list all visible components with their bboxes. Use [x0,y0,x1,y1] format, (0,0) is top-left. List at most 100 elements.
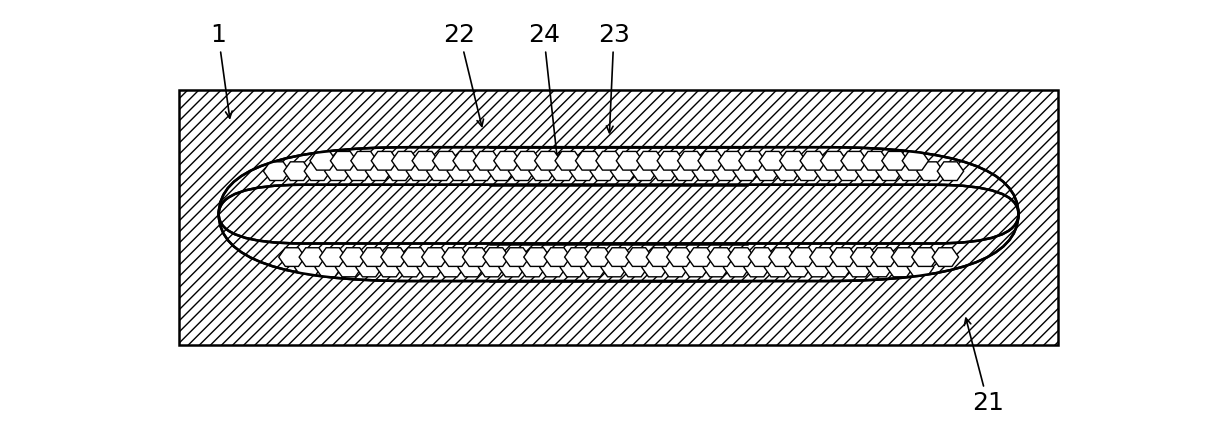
Polygon shape [810,248,836,266]
Polygon shape [841,151,868,170]
Polygon shape [407,162,432,181]
Text: 24: 24 [527,22,560,159]
Polygon shape [560,258,587,277]
FancyBboxPatch shape [218,147,1019,281]
Polygon shape [331,151,357,170]
Polygon shape [902,151,928,170]
Polygon shape [442,248,468,266]
Polygon shape [764,258,791,277]
Polygon shape [693,162,718,181]
Polygon shape [377,258,403,277]
Polygon shape [652,162,678,181]
Polygon shape [739,151,765,170]
Polygon shape [748,248,775,266]
Polygon shape [835,162,862,181]
Polygon shape [392,151,418,170]
Polygon shape [494,151,520,170]
Polygon shape [704,258,729,277]
Polygon shape [780,151,806,170]
Polygon shape [529,162,555,181]
Text: 23: 23 [597,22,630,133]
Polygon shape [672,162,698,181]
Polygon shape [540,258,566,277]
Polygon shape [631,162,658,181]
Polygon shape [581,258,607,277]
Polygon shape [712,162,739,181]
Polygon shape [805,258,832,277]
Polygon shape [427,162,453,181]
Polygon shape [601,258,628,277]
Polygon shape [279,248,305,266]
Polygon shape [856,162,882,181]
Polygon shape [418,258,443,277]
Polygon shape [503,248,530,266]
Polygon shape [462,248,489,266]
Polygon shape [821,151,847,170]
Polygon shape [478,258,505,277]
Polygon shape [361,248,386,266]
Polygon shape [677,151,704,170]
Polygon shape [917,162,943,181]
Polygon shape [891,248,917,266]
Polygon shape [295,258,321,277]
Polygon shape [412,151,438,170]
Polygon shape [401,248,427,266]
Polygon shape [687,248,713,266]
FancyBboxPatch shape [218,185,1019,243]
Polygon shape [646,248,672,266]
Polygon shape [570,162,596,181]
Polygon shape [759,151,786,170]
Polygon shape [723,258,750,277]
Polygon shape [549,162,576,181]
Polygon shape [345,162,372,181]
Polygon shape [908,258,934,277]
Polygon shape [498,258,525,277]
Polygon shape [683,258,709,277]
Bar [179,90,1059,345]
Polygon shape [851,248,876,266]
Polygon shape [576,151,602,170]
Polygon shape [876,162,903,181]
Polygon shape [483,248,509,266]
Polygon shape [871,248,897,266]
Polygon shape [372,151,397,170]
Polygon shape [753,162,780,181]
Polygon shape [867,258,893,277]
Polygon shape [626,248,652,266]
Polygon shape [336,258,362,277]
Polygon shape [815,162,841,181]
Polygon shape [310,151,337,170]
Polygon shape [432,151,459,170]
Polygon shape [304,162,331,181]
Polygon shape [457,258,484,277]
Polygon shape [611,162,637,181]
Polygon shape [590,162,617,181]
Polygon shape [381,248,407,266]
Polygon shape [666,248,693,266]
Polygon shape [508,162,535,181]
Polygon shape [698,151,724,170]
Polygon shape [887,258,914,277]
Polygon shape [473,151,500,170]
Polygon shape [911,248,938,266]
Polygon shape [488,162,514,181]
Polygon shape [830,248,857,266]
Polygon shape [642,258,669,277]
Polygon shape [535,151,561,170]
Polygon shape [862,151,887,170]
Polygon shape [785,258,811,277]
Polygon shape [438,258,463,277]
Polygon shape [325,162,351,181]
Polygon shape [606,248,631,266]
Polygon shape [622,258,648,277]
Polygon shape [315,258,342,277]
Polygon shape [596,151,623,170]
Polygon shape [794,162,821,181]
Polygon shape [448,162,473,181]
Polygon shape [453,151,479,170]
Polygon shape [882,151,908,170]
Polygon shape [744,258,770,277]
Polygon shape [938,162,963,181]
Polygon shape [421,248,448,266]
Polygon shape [789,248,816,266]
